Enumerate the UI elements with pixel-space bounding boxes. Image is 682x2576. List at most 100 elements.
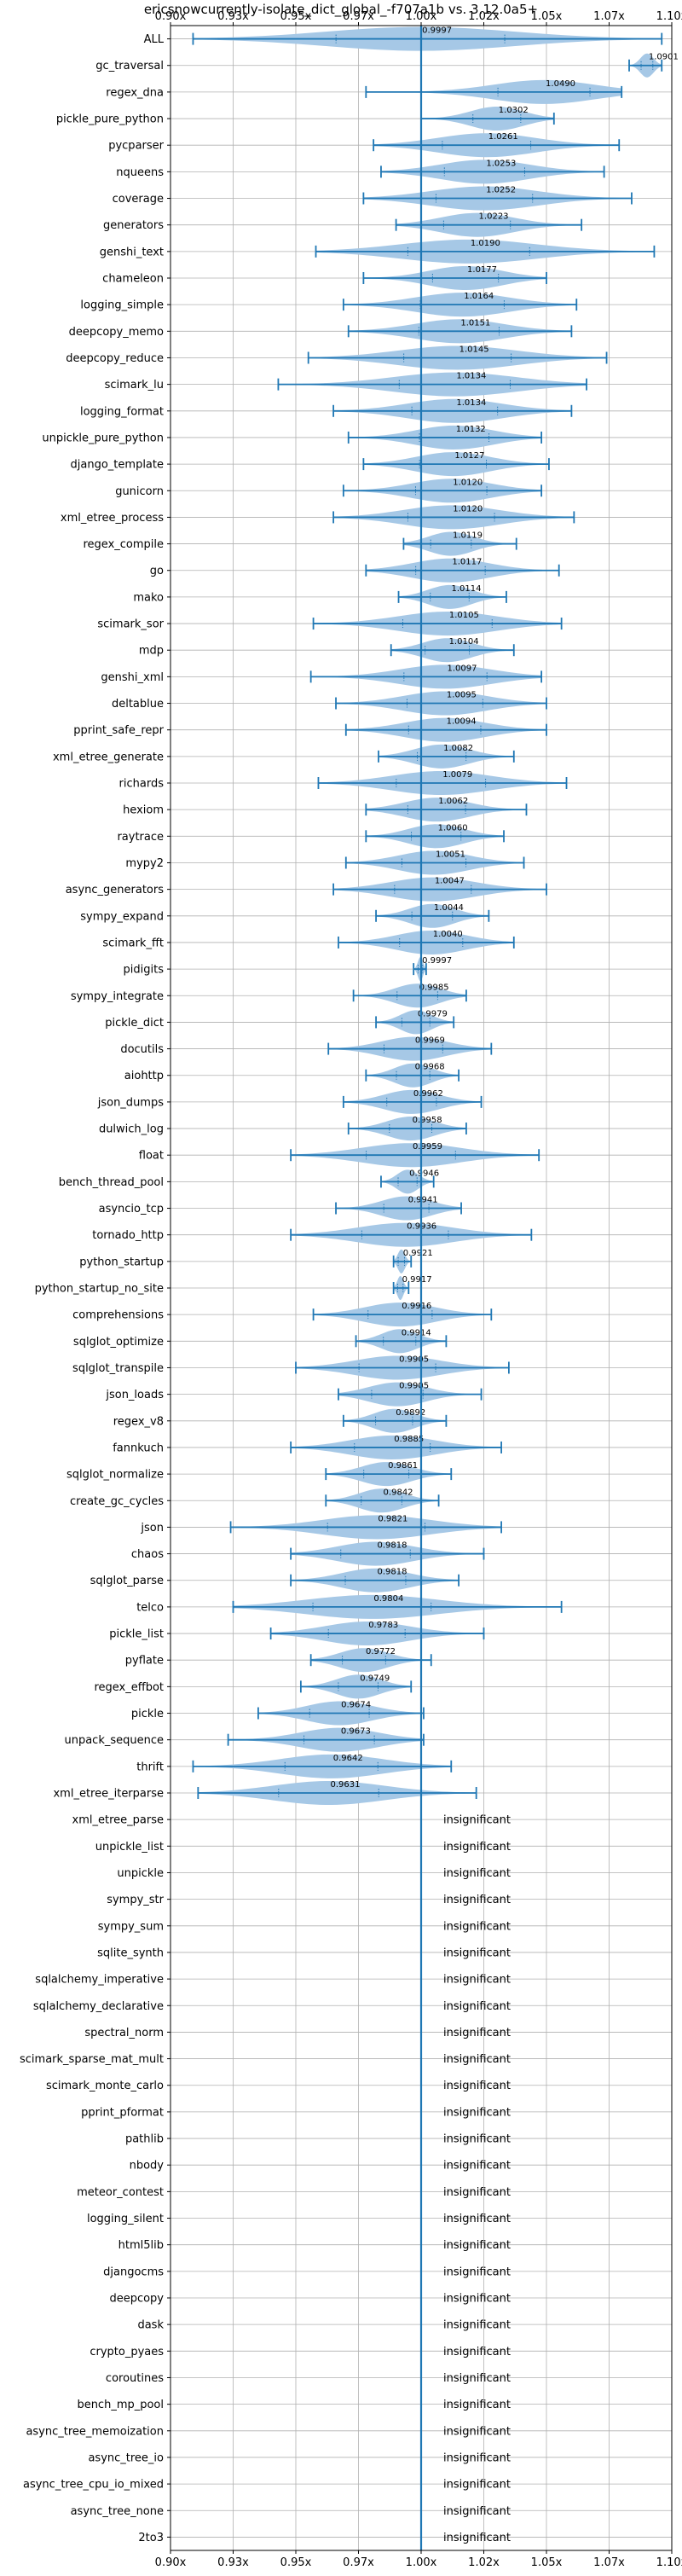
- category-label: regex_effbot: [94, 1681, 164, 1694]
- value-label: 1.0047: [435, 877, 465, 886]
- category-label: float: [139, 1150, 164, 1163]
- value-label: 1.0094: [447, 717, 477, 727]
- value-label: 0.9804: [373, 1594, 403, 1604]
- x-tick-label-top: 1.10x: [656, 10, 682, 23]
- value-label: 0.9772: [366, 1647, 396, 1656]
- category-label: djangocms: [103, 2266, 164, 2278]
- category-label: json_loads: [105, 1389, 164, 1401]
- category-label: pprint_safe_repr: [73, 724, 164, 737]
- category-label: nqueens: [116, 166, 164, 179]
- category-label: python_startup_no_site: [35, 1283, 164, 1296]
- category-label: meteor_contest: [77, 2186, 164, 2199]
- category-label: python_startup: [79, 1256, 164, 1268]
- value-label: 0.9946: [409, 1169, 439, 1178]
- category-label: 2to3: [138, 2532, 164, 2544]
- category-label: pidigits: [124, 964, 165, 977]
- value-label: 1.0490: [546, 79, 575, 89]
- category-label: coverage: [113, 193, 164, 206]
- x-tick-label-bottom: 0.90x: [155, 2556, 187, 2569]
- x-tick-label-top: 1.07x: [593, 10, 625, 23]
- value-label: 0.9969: [415, 1036, 445, 1046]
- category-label: django_template: [71, 459, 164, 472]
- value-label: 1.0901: [649, 53, 679, 62]
- category-label: comprehensions: [72, 1309, 164, 1322]
- x-tick-label-top: 0.95x: [280, 10, 312, 23]
- value-label: 0.9916: [402, 1302, 431, 1311]
- category-label: sympy_integrate: [71, 990, 164, 1003]
- insignificant-label: insignificant: [443, 2372, 511, 2385]
- category-label: unpickle_pure_python: [42, 432, 164, 444]
- x-tick-label-bottom: 0.95x: [280, 2556, 312, 2569]
- category-label: mdp: [139, 645, 164, 658]
- category-label: sqlglot_optimize: [73, 1336, 164, 1349]
- value-label: 0.9892: [396, 1408, 425, 1418]
- category-label: json: [140, 1522, 164, 1535]
- category-label: unpickle: [117, 1867, 164, 1880]
- category-label: docutils: [120, 1043, 164, 1056]
- insignificant-label: insignificant: [443, 2451, 511, 2464]
- insignificant-label: insignificant: [443, 2000, 511, 2013]
- value-label: 0.9842: [384, 1488, 413, 1497]
- x-tick-label-bottom: 0.93x: [217, 2556, 249, 2569]
- category-label: mako: [133, 591, 164, 604]
- category-label: thrift: [136, 1761, 164, 1773]
- x-tick-label-bottom: 1.02x: [468, 2556, 500, 2569]
- category-label: bench_mp_pool: [77, 2399, 164, 2411]
- category-label: pickle: [131, 1708, 164, 1720]
- insignificant-label: insignificant: [443, 1974, 511, 1987]
- value-label: 1.0095: [447, 691, 477, 700]
- insignificant-label: insignificant: [443, 1894, 511, 1906]
- insignificant-label: insignificant: [443, 2213, 511, 2225]
- insignificant-label: insignificant: [443, 1947, 511, 1959]
- insignificant-label: insignificant: [443, 2160, 511, 2173]
- value-label: 0.9985: [419, 983, 449, 992]
- category-label: html5lib: [118, 2239, 164, 2252]
- insignificant-label: insignificant: [443, 2027, 511, 2039]
- category-label: sqlalchemy_imperative: [35, 1974, 164, 1987]
- insignificant-label: insignificant: [443, 2346, 511, 2358]
- value-label: 1.0060: [438, 823, 468, 833]
- value-label: 0.9749: [360, 1674, 390, 1683]
- insignificant-label: insignificant: [443, 2425, 511, 2438]
- category-label: telco: [136, 1601, 164, 1614]
- category-label: nbody: [130, 2160, 165, 2173]
- value-label: 1.0114: [452, 584, 482, 594]
- category-label: pickle_pure_python: [56, 113, 164, 126]
- category-label: sympy_str: [107, 1894, 164, 1906]
- value-label: 0.9959: [413, 1142, 442, 1152]
- category-label: regex_compile: [83, 538, 164, 551]
- category-label: pickle_dict: [105, 1017, 164, 1030]
- value-label: 1.0120: [453, 504, 483, 513]
- category-label: asyncio_tcp: [99, 1203, 164, 1215]
- insignificant-label: insignificant: [443, 2133, 511, 2146]
- category-label: async_generators: [66, 884, 165, 896]
- category-label: sqlglot_parse: [90, 1575, 164, 1587]
- value-label: 1.0145: [459, 345, 489, 354]
- category-label: pickle_list: [109, 1628, 164, 1641]
- category-label: xml_etree_parse: [72, 1814, 164, 1827]
- insignificant-label: insignificant: [443, 1867, 511, 1880]
- value-label: 1.0097: [448, 664, 477, 673]
- x-tick-label-top: 1.00x: [406, 10, 437, 23]
- category-label: scimark_sparse_mat_mult: [20, 2053, 164, 2066]
- category-label: xml_etree_process: [61, 512, 164, 525]
- x-tick-label-top: 1.02x: [468, 10, 500, 23]
- category-label: coroutines: [106, 2372, 164, 2385]
- x-tick-label-top: 1.05x: [531, 10, 563, 23]
- value-label: 0.9941: [408, 1196, 438, 1205]
- category-label: aiohttp: [124, 1070, 164, 1082]
- category-label: hexiom: [123, 804, 164, 817]
- insignificant-label: insignificant: [443, 2505, 511, 2518]
- category-label: unpickle_list: [95, 1841, 164, 1854]
- insignificant-label: insignificant: [443, 2532, 511, 2544]
- insignificant-label: insignificant: [443, 1841, 511, 1854]
- value-label: 1.0044: [434, 903, 464, 913]
- category-label: genshi_xml: [101, 671, 164, 684]
- category-label: pyflate: [125, 1655, 164, 1668]
- value-label: 1.0177: [467, 265, 497, 275]
- value-label: 0.9997: [422, 26, 452, 36]
- insignificant-label: insignificant: [443, 2080, 511, 2092]
- value-label: 1.0134: [456, 372, 486, 381]
- value-label: 0.9905: [399, 1382, 429, 1391]
